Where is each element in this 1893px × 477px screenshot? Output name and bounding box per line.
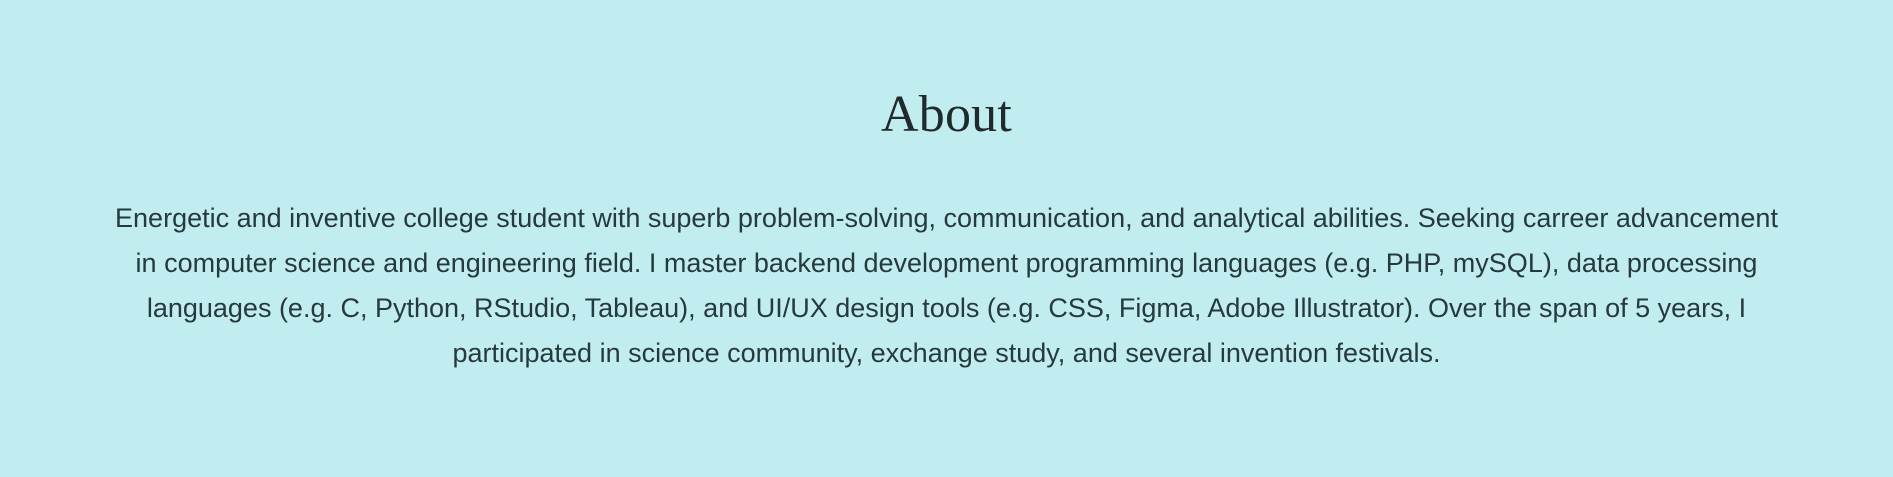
about-heading: About (881, 86, 1012, 143)
about-description: Energetic and inventive college student … (115, 203, 1778, 368)
